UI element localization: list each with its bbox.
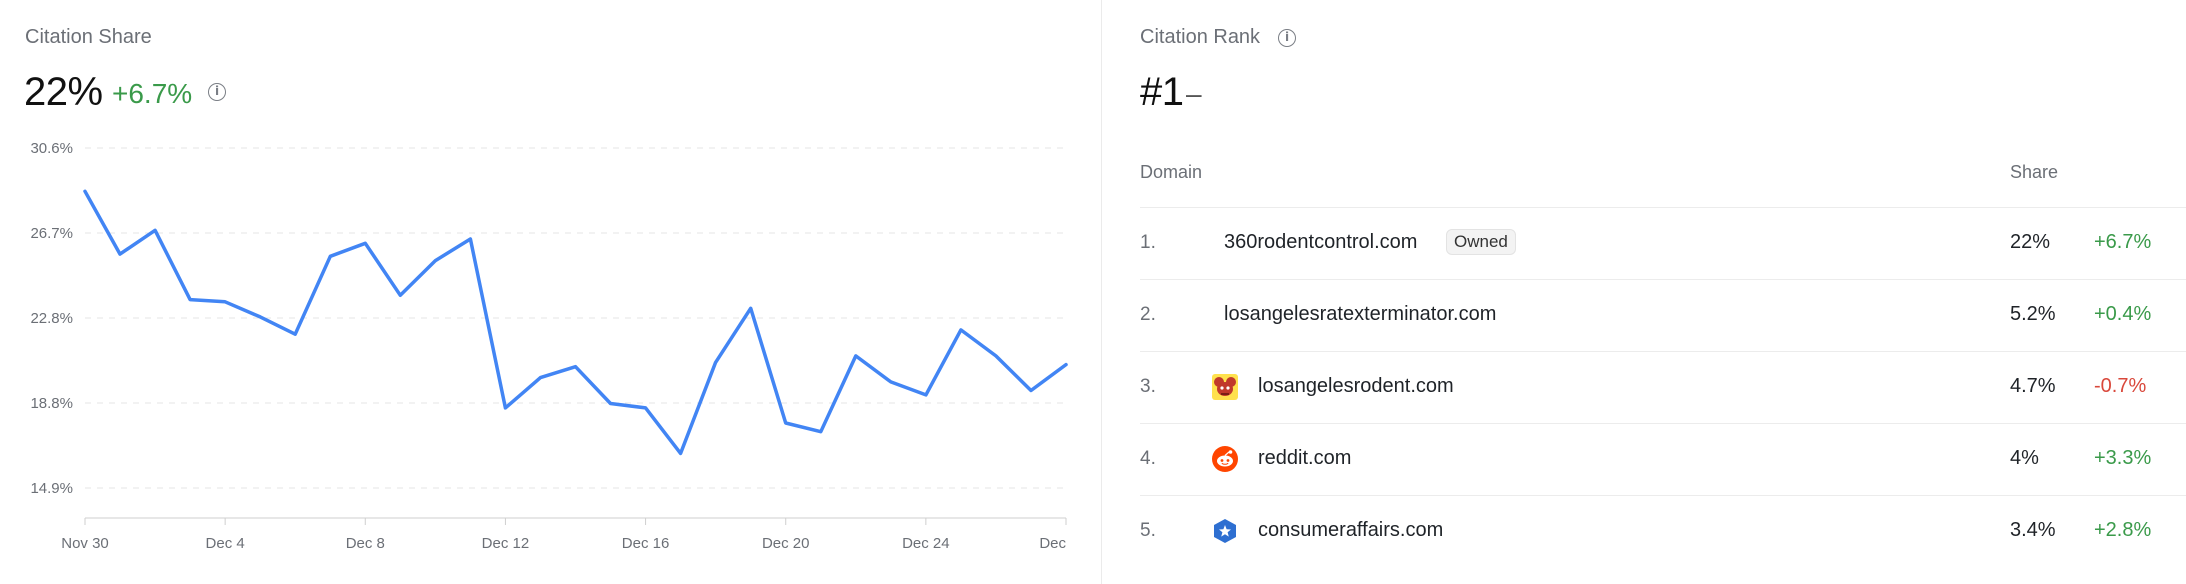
x-tick-label: Dec 12: [482, 535, 530, 552]
data-point[interactable]: [326, 252, 334, 260]
rank-number: 1.: [1140, 232, 1156, 253]
data-point[interactable]: [607, 400, 615, 408]
data-point[interactable]: [712, 358, 720, 366]
rank-number: 5.: [1140, 520, 1156, 541]
x-tick-label: Dec 8: [346, 535, 385, 552]
data-point[interactable]: [817, 428, 825, 436]
rodent-logo-icon: [1212, 374, 1238, 400]
citation-share-label: Citation Share: [25, 26, 152, 48]
share-change: +3.3%: [2094, 447, 2152, 469]
citation-share-chart: 30.6% 26.7% 22.8% 18.8% 14.9% Nov 30 Dec 4 Dec …: [30, 140, 1070, 552]
rank-number: 2.: [1140, 304, 1156, 325]
data-point[interactable]: [186, 296, 194, 304]
data-point[interactable]: [922, 391, 930, 399]
data-point[interactable]: [572, 363, 580, 371]
y-tick-label: 14.9%: [30, 480, 73, 497]
data-point[interactable]: [291, 330, 299, 338]
data-point[interactable]: [1062, 361, 1070, 369]
data-point[interactable]: [992, 352, 1000, 360]
x-tick-label: Dec 20: [762, 535, 810, 552]
share-change: +6.7%: [2094, 231, 2152, 253]
data-point[interactable]: [747, 304, 755, 312]
share-change: +0.4%: [2094, 303, 2152, 325]
info-icon[interactable]: i: [208, 83, 226, 101]
y-tick-label: 22.8%: [30, 310, 73, 327]
data-point[interactable]: [957, 326, 965, 334]
share-value: 5.2%: [2010, 303, 2056, 325]
table-row[interactable]: 4. reddit.com 4% +3.3%: [1140, 423, 2186, 496]
domain-link[interactable]: 360rodentcontrol.com: [1224, 231, 1418, 253]
table-row[interactable]: 2. losangelesratexterminator.com 5.2% +0…: [1140, 279, 2186, 352]
panel-divider: [1101, 0, 1102, 584]
data-point[interactable]: [256, 313, 264, 321]
table-row[interactable]: 3. losangelesrodent.com 4.7% -0.7%: [1140, 351, 2186, 424]
x-tick-label: Dec: [1039, 535, 1066, 552]
share-change: -0.7%: [2094, 375, 2147, 397]
domain-link[interactable]: consumeraffairs.com: [1258, 519, 1444, 541]
citation-rank-label: Citation Rank: [1140, 26, 1261, 48]
table-row[interactable]: 5. consumeraffairs.com 3.4% +2.8%: [1140, 495, 2186, 568]
data-point[interactable]: [782, 419, 790, 427]
column-header-share[interactable]: Share: [2010, 162, 2059, 182]
citation-share-delta: +6.7%: [112, 78, 193, 109]
data-point[interactable]: [852, 352, 860, 360]
x-tick-label: Dec 4: [206, 535, 245, 552]
column-header-domain[interactable]: Domain: [1140, 162, 1203, 182]
share-change: +2.8%: [2094, 519, 2152, 541]
x-tick-label: Dec 24: [902, 535, 950, 552]
share-value: 4.7%: [2010, 375, 2056, 397]
data-point[interactable]: [431, 257, 439, 265]
share-value: 3.4%: [2010, 519, 2056, 541]
domain-link[interactable]: losangelesratexterminator.com: [1224, 303, 1497, 325]
y-tick-label: 26.7%: [30, 225, 73, 242]
data-point[interactable]: [1027, 387, 1035, 395]
reddit-icon: [1212, 446, 1238, 472]
x-tick-label: Nov 30: [61, 535, 109, 552]
domain-link[interactable]: reddit.com: [1258, 447, 1352, 469]
data-point[interactable]: [396, 291, 404, 299]
citation-rank-delta: –: [1186, 78, 1202, 109]
data-point[interactable]: [221, 298, 229, 306]
data-point[interactable]: [536, 374, 544, 382]
info-icon[interactable]: i: [1278, 29, 1296, 47]
data-point[interactable]: [466, 235, 474, 243]
data-point[interactable]: [81, 187, 89, 195]
y-tick-label: 30.6%: [30, 140, 73, 157]
citation-share-card: Citation Share 22% +6.7% i 30.6% 26.7% 22.…: [24, 26, 1070, 552]
data-point[interactable]: [677, 449, 685, 457]
table-row[interactable]: 1. 360rodentcontrol.com Owned 22% +6.7%: [1140, 207, 2186, 280]
data-point[interactable]: [642, 404, 650, 412]
citation-share-value: 22%: [24, 70, 103, 114]
consumeraffairs-icon: [1212, 518, 1238, 544]
owned-badge: Owned: [1446, 229, 1516, 255]
data-point[interactable]: [151, 226, 159, 234]
y-tick-label: 18.8%: [30, 395, 73, 412]
citation-rank-value: #1: [1140, 70, 1184, 114]
citation-rank-card: Citation Rank i #1 – Domain Share 1. 360…: [1102, 0, 2186, 584]
series-line[interactable]: [83, 189, 1068, 456]
data-point[interactable]: [501, 404, 509, 412]
data-point[interactable]: [361, 239, 369, 247]
domain-link[interactable]: losangelesrodent.com: [1258, 375, 1454, 397]
data-point[interactable]: [116, 250, 124, 258]
data-point[interactable]: [887, 378, 895, 386]
share-value: 22%: [2010, 231, 2051, 253]
share-value: 4%: [2010, 447, 2039, 469]
rank-number: 3.: [1140, 376, 1156, 397]
rank-number: 4.: [1140, 448, 1156, 469]
x-tick-label: Dec 16: [622, 535, 670, 552]
